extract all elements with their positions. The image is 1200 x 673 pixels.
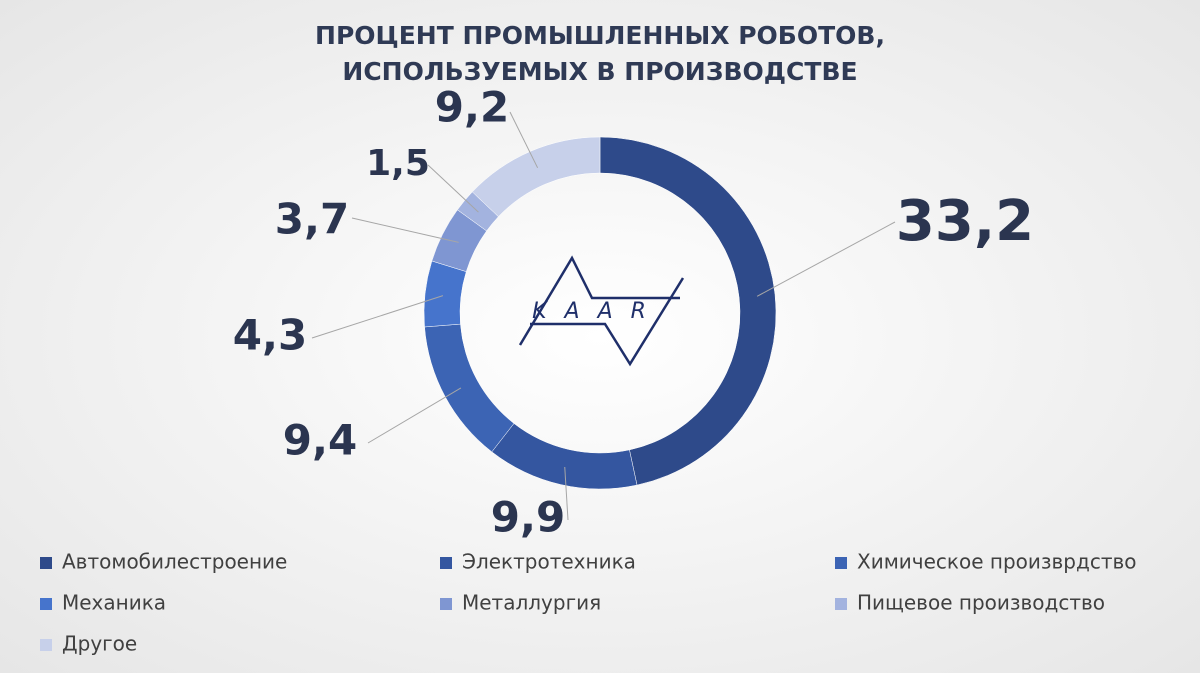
chart-title: ПРОЦЕНТ ПРОМЫШЛЕННЫХ РОБОТОВ, ИСПОЛЬЗУЕМ…	[315, 21, 885, 86]
donut-segment	[423, 260, 467, 328]
data-label: 33,2	[896, 189, 1034, 254]
data-label: 9,4	[283, 416, 357, 465]
legend-label: Пищевое производство	[857, 591, 1105, 615]
legend-swatch	[440, 557, 452, 569]
legend-swatch	[40, 639, 52, 651]
donut-segment	[471, 136, 601, 218]
logo-text: KAAR	[532, 299, 664, 324]
logo-line	[530, 277, 685, 367]
donut-segment	[599, 136, 777, 486]
leader-line	[311, 295, 444, 339]
data-label: 4,3	[233, 311, 307, 360]
leader-line	[756, 221, 896, 297]
legend-swatch	[40, 557, 52, 569]
legend-label: Автомобилестроение	[62, 550, 287, 574]
leader-line	[427, 164, 479, 213]
leader-line	[564, 466, 569, 521]
legend-label: Механика	[62, 591, 166, 615]
donut-segment	[424, 323, 515, 453]
legend-swatch	[40, 598, 52, 610]
data-label: 1,5	[366, 143, 430, 184]
data-label: 3,7	[275, 195, 349, 244]
data-label: 9,2	[435, 83, 509, 132]
legend-swatch	[440, 598, 452, 610]
legend-label: Металлургия	[462, 591, 601, 615]
legend-label: Химическое произврдство	[857, 550, 1137, 574]
data-label: 9,9	[491, 493, 565, 542]
logo	[518, 255, 685, 367]
leader-line	[509, 111, 539, 169]
legend-swatch	[835, 598, 847, 610]
legend-swatch	[835, 557, 847, 569]
donut-segment	[491, 423, 638, 490]
logo-line	[518, 255, 680, 346]
leader-line	[367, 387, 462, 444]
legend-label: Электротехника	[462, 550, 636, 574]
leader-line	[351, 217, 459, 243]
legend-label: Другое	[62, 632, 137, 656]
